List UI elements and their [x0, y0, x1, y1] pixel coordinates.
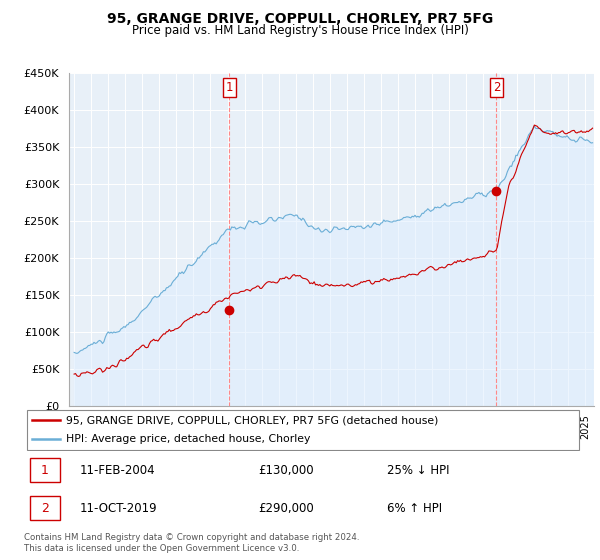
Text: 95, GRANGE DRIVE, COPPULL, CHORLEY, PR7 5FG: 95, GRANGE DRIVE, COPPULL, CHORLEY, PR7 … — [107, 12, 493, 26]
Text: 11-OCT-2019: 11-OCT-2019 — [80, 502, 157, 515]
Text: 1: 1 — [226, 81, 233, 94]
Text: HPI: Average price, detached house, Chorley: HPI: Average price, detached house, Chor… — [66, 435, 310, 445]
Text: £130,000: £130,000 — [259, 464, 314, 477]
FancyBboxPatch shape — [29, 496, 60, 520]
Text: £290,000: £290,000 — [259, 502, 314, 515]
Text: 2: 2 — [493, 81, 500, 94]
FancyBboxPatch shape — [29, 458, 60, 482]
Text: 25% ↓ HPI: 25% ↓ HPI — [387, 464, 449, 477]
Text: 6% ↑ HPI: 6% ↑ HPI — [387, 502, 442, 515]
Text: Contains HM Land Registry data © Crown copyright and database right 2024.
This d: Contains HM Land Registry data © Crown c… — [24, 533, 359, 553]
Text: 2: 2 — [41, 502, 49, 515]
Text: 11-FEB-2004: 11-FEB-2004 — [80, 464, 155, 477]
FancyBboxPatch shape — [27, 410, 579, 450]
Text: Price paid vs. HM Land Registry's House Price Index (HPI): Price paid vs. HM Land Registry's House … — [131, 24, 469, 36]
Text: 95, GRANGE DRIVE, COPPULL, CHORLEY, PR7 5FG (detached house): 95, GRANGE DRIVE, COPPULL, CHORLEY, PR7 … — [66, 415, 438, 425]
Text: 1: 1 — [41, 464, 49, 477]
